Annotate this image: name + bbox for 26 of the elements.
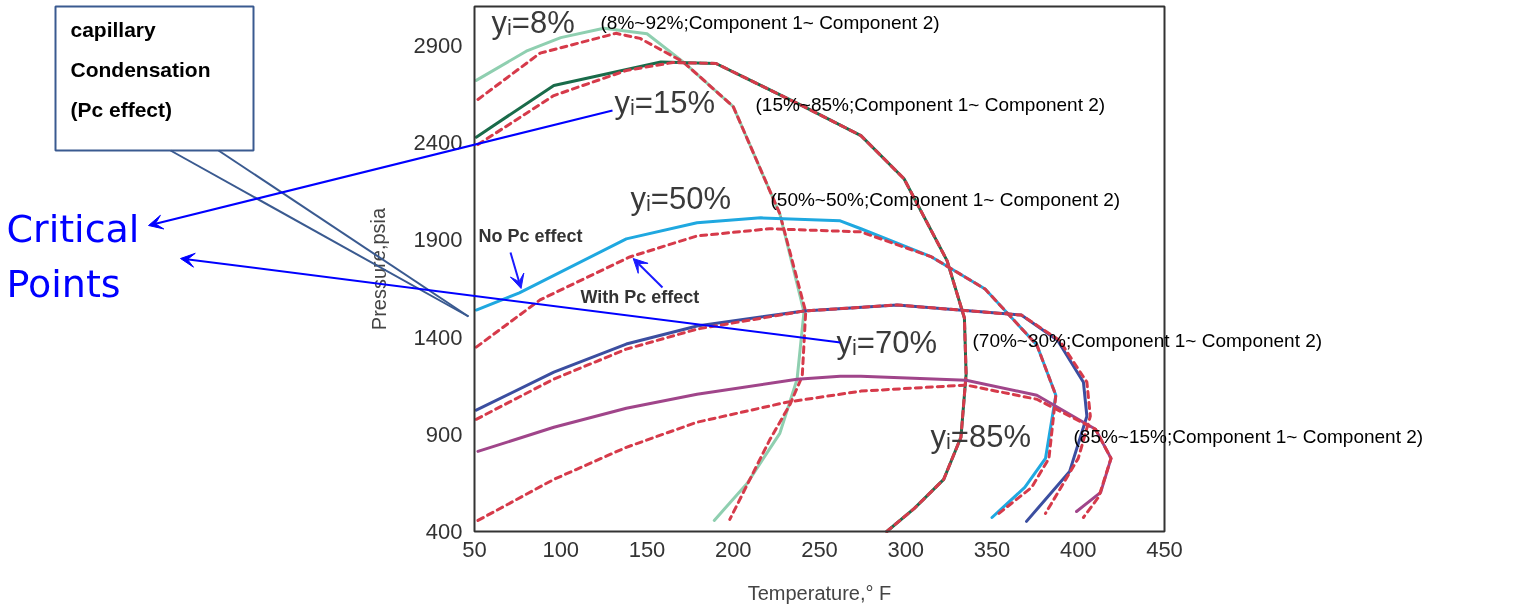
text: capillary Condensation (Pc effect) (70, 17, 211, 121)
annotation: yᵢ=50% (630, 181, 732, 216)
x-tick-label: 350 (973, 536, 1011, 562)
y-tick-label: 2400 (413, 130, 463, 156)
x-tick-label: 300 (887, 536, 925, 562)
y-tick-label: 1900 (413, 227, 463, 253)
y-tick-label: 2900 (413, 32, 463, 58)
x-tick-label: 450 (1146, 536, 1183, 562)
annotation: No Pc effect (478, 225, 583, 246)
annotation: With Pc effect (580, 286, 700, 307)
y-tick-label: 900 (425, 421, 463, 447)
x-tick-label: 50 (462, 536, 487, 562)
x-tick-label: 200 (714, 536, 752, 562)
annotation: (8%~92%;Component 1~ Component 2) (600, 12, 940, 33)
annotation: yᵢ=15% (614, 85, 716, 120)
text: Critical Points (6, 206, 140, 306)
x-tick-label: 250 (801, 536, 838, 562)
y-axis-title: Pressure,psia (367, 206, 390, 331)
annotation: yᵢ=70% (836, 325, 938, 360)
y-tick-label: 1400 (413, 324, 463, 350)
x-axis-title: Temperature,° F (747, 581, 892, 604)
x-tick-label: 400 (1059, 536, 1097, 562)
x-tick-label: 100 (542, 536, 580, 562)
y-tick-label: 400 (425, 519, 463, 544)
x-tick-label: 150 (628, 536, 666, 562)
annotation: yᵢ=8% (491, 5, 575, 40)
